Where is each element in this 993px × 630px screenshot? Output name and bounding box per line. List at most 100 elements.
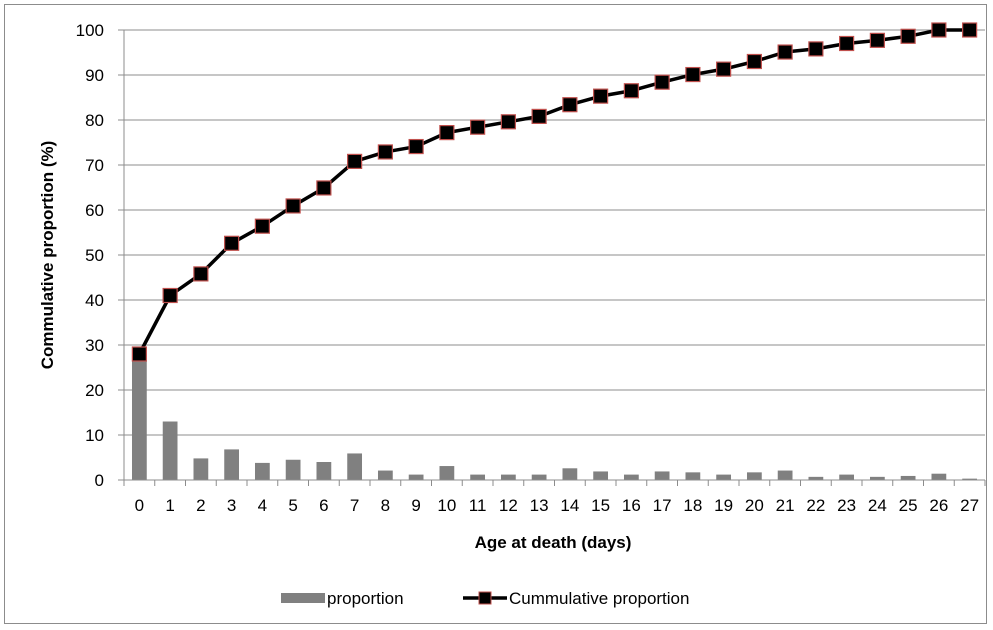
x-tick-label: 14 [560, 496, 579, 515]
marker-cumulative-18 [685, 66, 701, 83]
y-tick-label: 50 [85, 246, 104, 265]
marker-cumulative-11 [470, 119, 486, 135]
x-tick-label: 5 [288, 496, 297, 515]
marker-cumulative-19 [716, 61, 732, 77]
y-tick-label: 90 [85, 66, 104, 85]
y-tick-label: 70 [85, 156, 104, 175]
x-tick-label: 26 [929, 496, 948, 515]
x-tick-label: 3 [227, 496, 236, 515]
x-tick-label: 9 [411, 496, 420, 515]
x-tick-label: 25 [899, 496, 918, 515]
legend: proportion Cummulative proportion [281, 589, 689, 608]
y-tick-label: 100 [76, 21, 104, 40]
legend-swatch-proportion [281, 593, 325, 603]
marker-cumulative-2 [193, 266, 209, 282]
bar-proportion-1 [162, 421, 178, 480]
x-tick-label: 6 [319, 496, 328, 515]
marker-cumulative-23 [839, 35, 855, 52]
x-tick-label: 16 [622, 496, 641, 515]
x-tick-label: 22 [806, 496, 825, 515]
x-tick-label: 7 [350, 496, 359, 515]
y-tick-label: 60 [85, 201, 104, 220]
y-tick-label: 80 [85, 111, 104, 130]
y-tick-label: 30 [85, 336, 104, 355]
x-tick-label: 24 [868, 496, 887, 515]
marker-cumulative-14 [562, 97, 578, 113]
marker-cumulative-3 [224, 235, 240, 251]
x-tick-label: 19 [714, 496, 733, 515]
x-tick-label: 18 [683, 496, 702, 515]
x-tick-label: 21 [776, 496, 795, 515]
x-tick-label: 11 [469, 496, 487, 515]
marker-cumulative-6 [316, 180, 332, 196]
bar-proportion-22 [808, 476, 824, 480]
x-axis-title: Age at death (days) [475, 533, 632, 552]
marker-cumulative-26 [931, 22, 947, 38]
x-tick-label: 23 [837, 496, 856, 515]
bar-proportion-9 [408, 474, 424, 480]
marker-cumulative-16 [623, 83, 639, 99]
bar-proportion-26 [931, 473, 947, 480]
bar-proportion-27 [962, 478, 978, 480]
x-tick-label: 0 [135, 496, 144, 515]
marker-cumulative-27 [962, 22, 978, 38]
bar-proportion-5 [285, 459, 301, 480]
marker-cumulative-24 [869, 32, 885, 48]
x-tick-label: 12 [499, 496, 518, 515]
bar-proportion-8 [377, 470, 393, 480]
x-tick-label: 15 [591, 496, 610, 515]
x-tick-label: 20 [745, 496, 764, 515]
marker-cumulative-17 [654, 74, 670, 90]
bar-proportion-3 [224, 449, 240, 480]
line-cumulative-proportion [137, 28, 970, 355]
marker-cumulative-15 [593, 88, 609, 104]
marker-cumulative-12 [500, 114, 516, 130]
marker-cumulative-1 [162, 287, 178, 304]
y-tick-label: 20 [85, 381, 104, 400]
bar-proportion-23 [839, 474, 855, 480]
bar-proportion-16 [623, 474, 639, 480]
marker-cumulative-22 [808, 41, 824, 57]
bar-proportion-4 [254, 462, 270, 480]
marker-layer [131, 22, 978, 362]
bar-proportion-0 [131, 354, 147, 480]
x-tick-label: 2 [196, 496, 205, 515]
marker-cumulative-9 [408, 138, 424, 155]
bar-proportion-15 [593, 471, 609, 480]
marker-cumulative-10 [439, 124, 455, 141]
marker-cumulative-21 [777, 44, 793, 60]
bar-proportion-12 [500, 474, 516, 480]
bar-proportion-7 [347, 453, 363, 480]
bar-proportion-2 [193, 458, 209, 480]
bar-proportion-18 [685, 472, 701, 480]
bar-proportion-24 [869, 476, 885, 480]
bar-proportion-21 [777, 470, 793, 480]
y-tick-label: 40 [85, 291, 104, 310]
bar-proportion-20 [746, 472, 762, 480]
marker-cumulative-13 [531, 108, 547, 125]
x-tick-label: 1 [165, 496, 174, 515]
x-tick-label: 13 [530, 496, 549, 515]
axis-layer [118, 29, 986, 486]
line-layer [137, 28, 970, 355]
x-tick-label: 4 [258, 496, 267, 515]
x-tick-label: 17 [653, 496, 672, 515]
bar-proportion-11 [470, 474, 486, 480]
marker-cumulative-20 [746, 53, 762, 70]
grid-layer [124, 29, 985, 436]
bar-layer [131, 354, 978, 480]
bar-proportion-10 [439, 466, 455, 480]
x-tick-label: 27 [960, 496, 979, 515]
bar-proportion-14 [562, 468, 578, 480]
y-axis-title: Commulative proportion (%) [38, 141, 57, 370]
bar-proportion-25 [900, 475, 916, 480]
marker-cumulative-4 [254, 218, 270, 234]
marker-cumulative-0 [131, 346, 147, 362]
marker-cumulative-7 [347, 153, 363, 169]
y-tick-label: 0 [95, 471, 104, 490]
legend-label-proportion: proportion [327, 589, 404, 608]
marker-cumulative-8 [377, 144, 393, 160]
chart-frame [4, 4, 987, 624]
